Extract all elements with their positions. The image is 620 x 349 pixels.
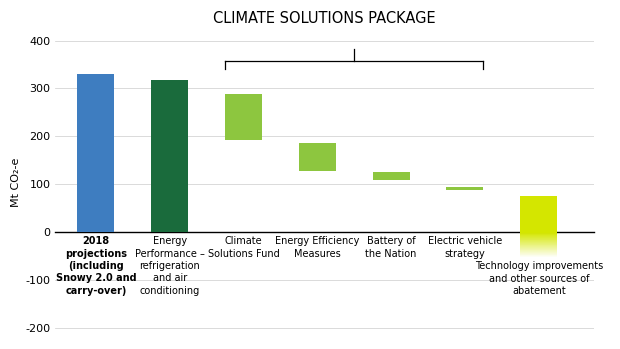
Bar	[373, 172, 410, 180]
Bar	[225, 94, 262, 140]
Text: Electric vehicle
strategy: Electric vehicle strategy	[428, 236, 502, 259]
Text: Battery of
the Nation: Battery of the Nation	[365, 236, 417, 259]
Text: Energy Efficiency
Measures: Energy Efficiency Measures	[275, 236, 360, 259]
Text: 2018
projections
(including
Snowy 2.0 and
carry-over): 2018 projections (including Snowy 2.0 an…	[56, 236, 136, 296]
Bar	[299, 143, 336, 171]
Bar	[520, 196, 557, 232]
Bar	[151, 80, 188, 232]
Y-axis label: Mt CO₂-e: Mt CO₂-e	[11, 157, 21, 207]
Bar	[78, 74, 114, 232]
Text: Technology improvements
and other sources of
abatement: Technology improvements and other source…	[475, 261, 603, 296]
Title: CLIMATE SOLUTIONS PACKAGE: CLIMATE SOLUTIONS PACKAGE	[213, 11, 436, 26]
Text: Climate
Solutions Fund: Climate Solutions Fund	[208, 236, 280, 259]
Text: Energy
Performance –
refrigeration
and air
conditioning: Energy Performance – refrigeration and a…	[135, 236, 205, 296]
Bar	[446, 187, 484, 190]
